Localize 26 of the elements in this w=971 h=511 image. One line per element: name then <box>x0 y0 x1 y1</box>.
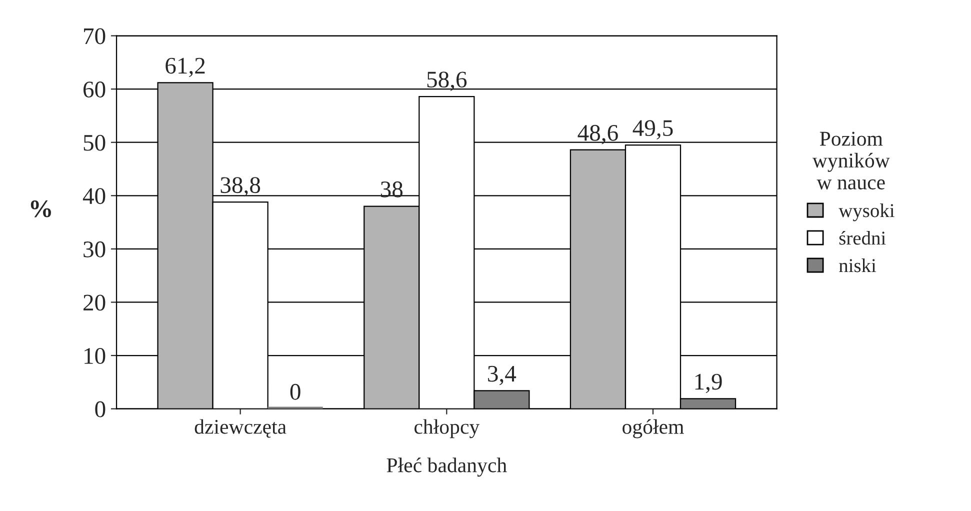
x-tick-label: chłopcy <box>414 419 480 438</box>
data-label: 1,9 <box>695 374 722 394</box>
y-tick-label: 70 <box>84 28 106 44</box>
x-axis-title: Płeć badanych <box>386 458 507 477</box>
data-label: 3,4 <box>488 366 516 386</box>
legend-title: Poziom wyników w nauce <box>812 132 890 190</box>
data-label: 38 <box>380 181 403 198</box>
x-tick-label: dziewczęta <box>194 419 286 438</box>
data-label: 38,8 <box>220 177 260 196</box>
y-tick-label: 40 <box>82 188 106 204</box>
legend-label: niski <box>839 258 876 272</box>
legend-label: wysoki <box>838 204 894 222</box>
legend-label: średni <box>839 231 886 245</box>
x-tick-label: ogółem <box>622 419 684 438</box>
y-tick-label: 30 <box>84 241 106 258</box>
y-tick-label: 50 <box>84 134 106 151</box>
data-label: 61,2 <box>166 58 205 78</box>
data-label: 48,6 <box>578 124 618 144</box>
data-label: 58,6 <box>427 72 467 91</box>
y-axis-title: % <box>30 200 51 218</box>
y-tick-label: 0 <box>95 401 106 418</box>
data-label: 49,5 <box>632 120 673 140</box>
y-tick-label: 10 <box>84 348 106 364</box>
data-label: 0 <box>290 384 300 400</box>
y-tick-label: 20 <box>84 294 106 311</box>
y-tick-label: 60 <box>84 82 106 98</box>
